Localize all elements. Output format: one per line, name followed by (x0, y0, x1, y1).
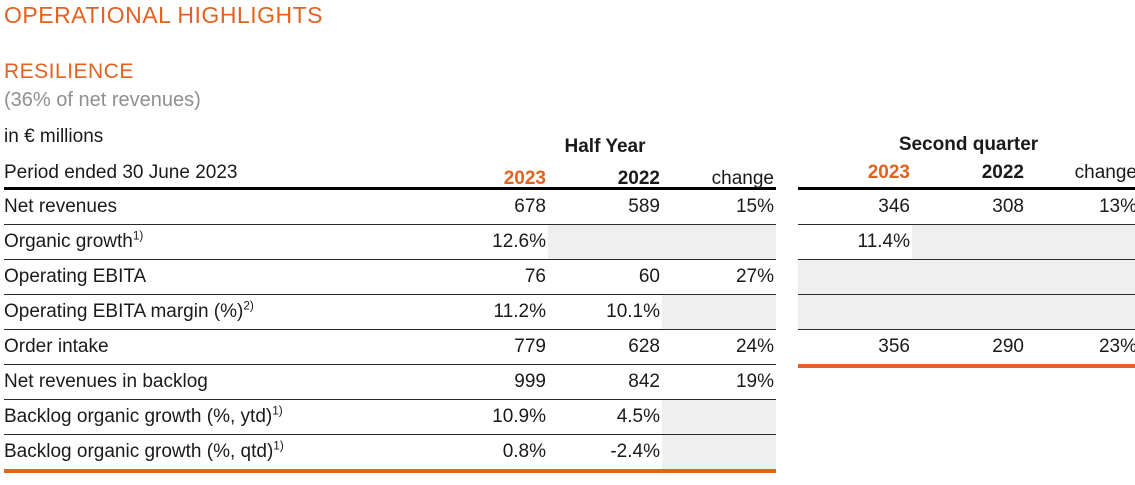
value-cell: 76 (524, 266, 546, 287)
empty-cell (662, 295, 776, 329)
row-label: Operating EBITA (4, 266, 147, 287)
row-order-intake: Order intake 779 628 24% (4, 330, 776, 365)
empty-cell (798, 260, 912, 294)
section-subtitle: (36% of net revenues) (4, 89, 201, 111)
half-year-header-row: in € millions Half Year (4, 124, 776, 157)
q2-col-2022: 2022 (981, 162, 1024, 183)
q2-row-operating-ebita (798, 260, 1135, 295)
value-cell: 27% (735, 266, 774, 287)
value-cell: 356 (878, 336, 910, 357)
q2-col-2023: 2023 (867, 162, 910, 183)
value-cell: 779 (514, 336, 546, 357)
value-cell: 10.9% (492, 406, 546, 427)
value-cell: 11.4% (857, 231, 910, 252)
row-organic-growth: Organic growth1) 12.6% (4, 225, 776, 260)
q2-row-net-revenues: 346 308 13% (798, 190, 1135, 225)
value-cell: 12.6% (492, 231, 546, 252)
q2-row-operating-ebita-margin (798, 295, 1135, 330)
q2-row-order-intake: 356 290 23% (798, 330, 1135, 368)
empty-cell (1026, 225, 1135, 259)
value-cell: 589 (628, 196, 660, 217)
row-label: Net revenues (4, 196, 118, 217)
hy-col-2022: 2022 (617, 168, 660, 189)
value-cell: 23% (1098, 336, 1135, 357)
q2-row-organic-growth: 11.4% (798, 225, 1135, 260)
value-cell: 10.1% (606, 301, 660, 322)
row-net-revenues: Net revenues 678 589 15% (4, 190, 776, 225)
value-cell: 628 (628, 336, 660, 357)
empty-cell (912, 225, 1026, 259)
value-cell: 346 (878, 196, 910, 217)
row-label: Backlog organic growth (%, ytd)1) (4, 404, 283, 427)
hy-col-2023: 2023 (503, 168, 546, 189)
q2-col-change: change (1074, 162, 1135, 183)
row-label: Backlog organic growth (%, qtd)1) (4, 439, 284, 462)
value-cell: 13% (1098, 196, 1135, 217)
row-net-revenues-in-backlog: Net revenues in backlog 999 842 19% (4, 365, 776, 400)
empty-cell (1026, 295, 1135, 329)
section-title: RESILIENCE (4, 60, 134, 83)
row-label: Organic growth1) (4, 229, 144, 252)
row-label: Operating EBITA margin (%)2) (4, 299, 254, 322)
page-title: OPERATIONAL HIGHLIGHTS (4, 2, 323, 28)
unit-label: in € millions (4, 126, 104, 147)
second-quarter-table: Second quarter 2023 2022 change 346 308 … (798, 124, 1135, 368)
half-year-group-label: Half Year (564, 136, 646, 157)
row-label: Order intake (4, 336, 109, 357)
empty-cell (662, 435, 776, 469)
period-label: Period ended 30 June 2023 (4, 162, 238, 183)
empty-cell (1026, 260, 1135, 294)
value-cell: -2.4% (610, 441, 660, 462)
row-operating-ebita: Operating EBITA 76 60 27% (4, 260, 776, 295)
highlights-tables: in € millions Half Year Period ended 30 … (4, 124, 1135, 473)
value-cell: 15% (735, 196, 774, 217)
value-cell: 999 (514, 371, 546, 392)
half-year-table: in € millions Half Year Period ended 30 … (4, 124, 776, 473)
value-cell: 19% (735, 371, 774, 392)
row-backlog-organic-growth-qtd: Backlog organic growth (%, qtd)1) 0.8% -… (4, 435, 776, 473)
value-cell: 290 (992, 336, 1024, 357)
value-cell: 60 (638, 266, 660, 287)
second-quarter-header-row: Second quarter (798, 124, 1135, 156)
empty-cell (548, 225, 662, 259)
empty-cell (912, 260, 1026, 294)
half-year-column-headers: Period ended 30 June 2023 2023 2022 chan… (4, 156, 776, 190)
value-cell: 0.8% (502, 441, 546, 462)
row-operating-ebita-margin: Operating EBITA margin (%)2) 11.2% 10.1% (4, 295, 776, 330)
value-cell: 11.2% (493, 301, 546, 322)
value-cell: 24% (735, 336, 774, 357)
second-quarter-column-headers: 2023 2022 change (798, 156, 1135, 190)
value-cell: 4.5% (616, 406, 660, 427)
empty-cell (662, 400, 776, 434)
empty-cell (912, 295, 1026, 329)
report-page: OPERATIONAL HIGHLIGHTS RESILIENCE (36% o… (4, 2, 1135, 473)
value-cell: 678 (514, 196, 546, 217)
second-quarter-group-label: Second quarter (898, 134, 1039, 155)
value-cell: 308 (992, 196, 1024, 217)
row-backlog-organic-growth-ytd: Backlog organic growth (%, ytd)1) 10.9% … (4, 400, 776, 435)
empty-cell (662, 225, 776, 259)
value-cell: 842 (628, 371, 660, 392)
row-label: Net revenues in backlog (4, 371, 208, 392)
hy-col-change: change (711, 168, 774, 189)
empty-cell (798, 295, 912, 329)
